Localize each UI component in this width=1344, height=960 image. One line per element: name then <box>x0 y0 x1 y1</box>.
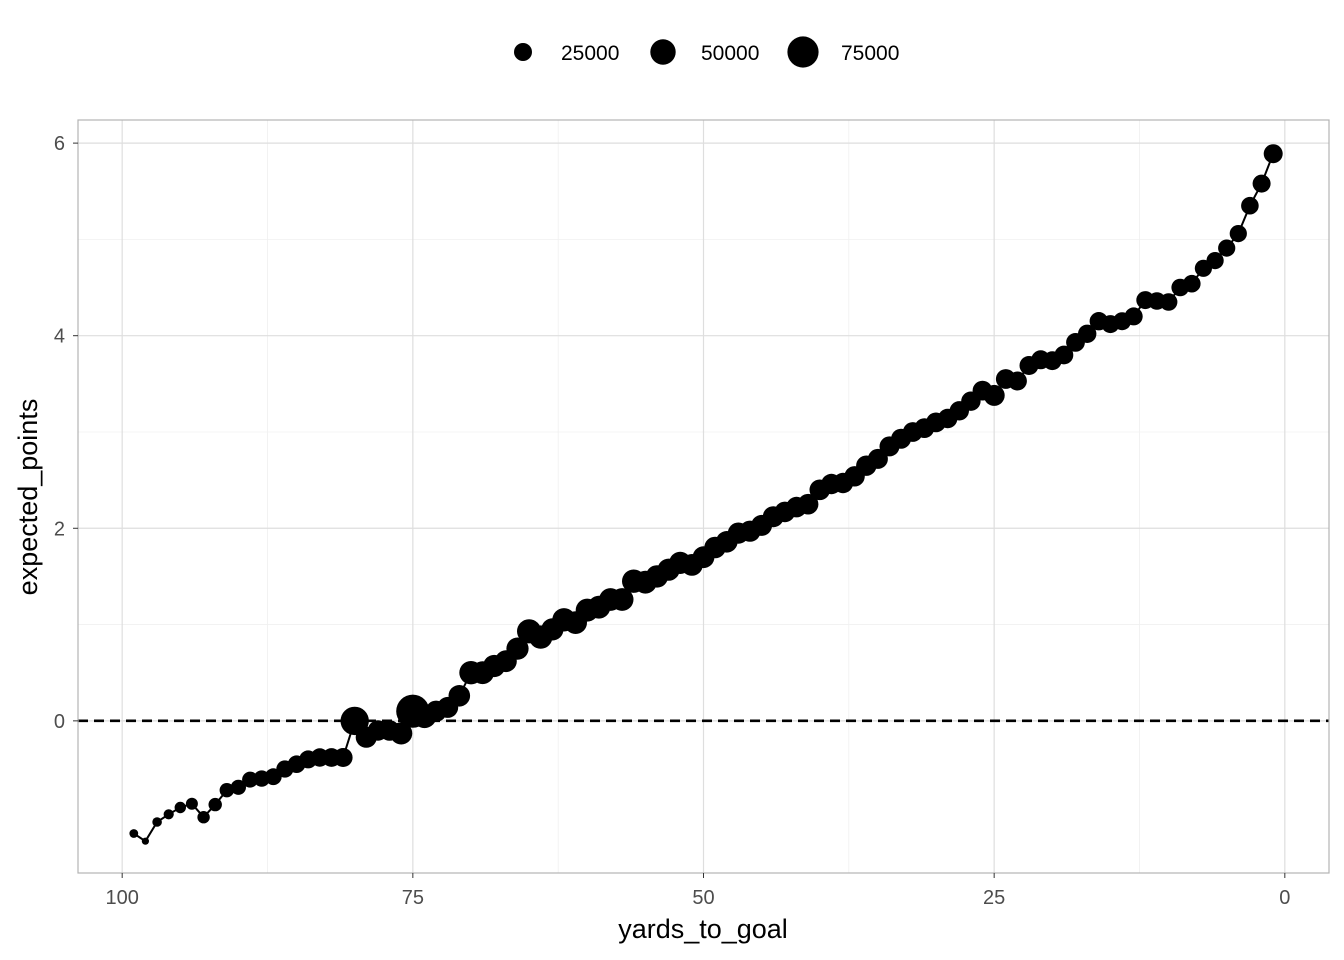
data-point <box>185 797 198 810</box>
legend-key <box>650 39 676 65</box>
y-tick-label: 2 <box>54 518 65 540</box>
data-point <box>174 801 186 814</box>
legend-key <box>514 43 532 61</box>
data-point <box>1241 196 1259 215</box>
data-point <box>1263 144 1283 164</box>
data-point <box>448 685 471 707</box>
y-tick-label: 4 <box>54 326 65 348</box>
data-point <box>390 722 413 745</box>
x-axis-ticks: 100 75 50 25 0 <box>105 873 1290 909</box>
data-point <box>197 811 210 824</box>
data-point <box>1159 293 1178 311</box>
y-tick-label: 0 <box>54 711 65 733</box>
data-point <box>208 797 222 812</box>
data-point <box>129 829 139 838</box>
x-tick-label: 50 <box>692 887 714 909</box>
data-point <box>333 748 353 767</box>
data-point <box>610 588 634 611</box>
data-point <box>1078 324 1097 343</box>
data-point <box>230 779 246 795</box>
data-point <box>506 637 529 660</box>
series <box>129 144 1283 845</box>
data-point <box>797 493 819 515</box>
data-point <box>1124 307 1143 326</box>
legend: 25000 50000 75000 <box>514 36 899 68</box>
data-point <box>1229 225 1247 243</box>
x-tick-label: 100 <box>105 887 138 909</box>
data-point <box>163 809 174 820</box>
x-axis-title: yards_to_goal <box>618 914 788 944</box>
legend-label: 75000 <box>841 42 899 65</box>
legend-label: 25000 <box>561 42 619 65</box>
data-point <box>1218 239 1236 257</box>
x-tick-label: 0 <box>1279 887 1290 909</box>
x-tick-label: 25 <box>983 887 1005 909</box>
data-point <box>1206 252 1224 270</box>
data-point <box>1252 174 1271 193</box>
data-point <box>1007 371 1027 391</box>
data-point <box>983 384 1005 406</box>
data-point <box>1054 345 1074 365</box>
data-point <box>1183 274 1201 293</box>
legend-label: 50000 <box>701 42 759 65</box>
y-tick-label: 6 <box>54 133 65 155</box>
data-point <box>141 837 149 845</box>
data-point <box>152 817 162 827</box>
legend-key <box>787 36 819 68</box>
data-point <box>219 783 234 798</box>
x-tick-label: 75 <box>402 887 424 909</box>
y-axis-title: expected_points <box>13 399 43 596</box>
y-axis-ticks: 0 2 4 6 <box>54 133 78 733</box>
